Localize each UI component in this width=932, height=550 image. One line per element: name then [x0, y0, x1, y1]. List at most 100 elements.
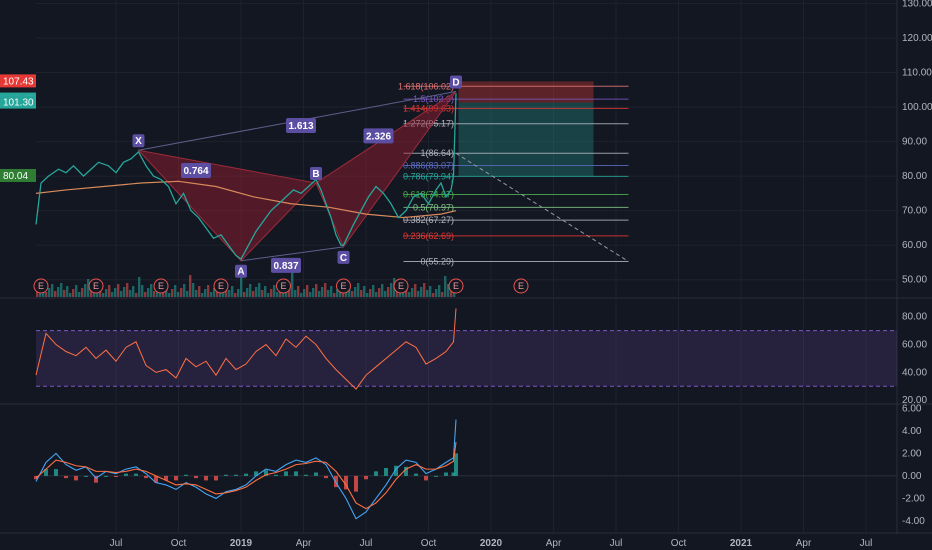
time-axis-label: Jul [360, 538, 373, 549]
volume-bar [297, 286, 300, 297]
volume-bar [375, 292, 378, 297]
earnings-marker-icon [33, 278, 49, 294]
time-axis-label: Apr [546, 538, 562, 549]
volume-bar [369, 289, 372, 297]
time-axis-label: Oct [171, 538, 187, 549]
macd-histogram-bar [451, 472, 456, 476]
volume-bar [408, 292, 411, 297]
earnings-marker-icon [213, 278, 229, 294]
volume-bar [138, 277, 141, 297]
volume-bar [72, 289, 75, 297]
volume-bar [165, 286, 168, 297]
ratio-badge [271, 257, 301, 273]
macd-histogram-bar [154, 475, 158, 483]
volume-bar [378, 288, 381, 297]
fib-level-label: 1.414(99.63) [403, 103, 454, 113]
macd-histogram-bar [404, 466, 408, 476]
ratio-label: 1.613 [288, 121, 313, 132]
volume-bar [303, 289, 306, 297]
ratio-label: 0.837 [273, 261, 298, 272]
volume-bar [270, 289, 273, 297]
ratio-badge [363, 128, 394, 144]
volume-bar [90, 287, 93, 297]
macd-histogram-bar [174, 475, 178, 481]
macd-histogram-bar [434, 475, 438, 477]
volume-bar [255, 287, 258, 297]
earnings-marker-icon [448, 278, 464, 294]
price-badge-label: 101.30 [3, 98, 34, 109]
fib-level-label: 0.886(83.07) [403, 161, 454, 171]
volume-bar [423, 283, 426, 297]
volume-bar [336, 289, 339, 297]
fib-level-label: 0.382(67.27) [403, 215, 454, 225]
time-axis-label: Apr [296, 538, 312, 549]
volume-bar [111, 292, 114, 297]
ratio-label: 2.326 [366, 131, 391, 142]
volume-bar [114, 288, 117, 297]
macd-histogram-bar [44, 469, 48, 476]
volume-bar [276, 292, 279, 297]
volume-bar [87, 279, 90, 297]
volume-bar [150, 284, 153, 297]
macd-histogram-bar [324, 475, 328, 479]
pattern-point-badge [132, 134, 145, 148]
macd-histogram-bar [304, 474, 308, 476]
volume-bar [60, 283, 63, 297]
volume-bar [330, 286, 333, 297]
volume-bar [171, 289, 174, 297]
fib-level-label: 0.236(62.69) [403, 231, 454, 241]
volume-bar [390, 283, 393, 297]
volume-bar [195, 290, 198, 297]
volume-bar [426, 290, 429, 297]
volume-bar [141, 285, 144, 297]
macd-histogram-bar [294, 471, 298, 476]
volume-bar [75, 285, 78, 297]
macd-axis-tick: 2.00 [902, 448, 922, 459]
macd-histogram-bar [274, 474, 278, 476]
volume-bar [204, 289, 207, 297]
fib-level-label: 0.786(79.94) [403, 171, 454, 181]
volume-bar [120, 291, 123, 297]
volume-bar [321, 287, 324, 297]
macd-histogram-bar [374, 471, 378, 476]
volume-bar [123, 287, 126, 297]
earnings-marker-label: E [218, 281, 224, 291]
volume-bar [201, 293, 204, 297]
macd-signal-line [35, 442, 457, 510]
volume-bar [414, 284, 417, 297]
volume-bar [213, 288, 216, 297]
macd-histogram-bar [54, 469, 58, 476]
earnings-marker-label: E [93, 281, 99, 291]
volume-bar [306, 285, 309, 297]
volume-bar [447, 284, 450, 297]
volume-bar [126, 283, 129, 297]
volume-bar [417, 291, 420, 297]
volume-bar [327, 290, 330, 297]
earnings-marker-icon [393, 278, 409, 294]
moving-average-line [35, 180, 457, 219]
volume-bar [360, 290, 363, 297]
fib-level-label: 1.272(95.17) [403, 119, 454, 129]
volume-bar [285, 291, 288, 297]
volume-bar [264, 286, 267, 297]
earnings-marker-label: E [38, 281, 44, 291]
earnings-marker-icon [513, 278, 529, 294]
volume-bar [210, 292, 213, 297]
macd-histogram-bar [444, 472, 448, 476]
time-axis-label: 2021 [730, 538, 753, 549]
volume-bar [84, 284, 87, 297]
volume-bar [309, 292, 312, 297]
macd-axis-tick: -2.00 [902, 493, 925, 504]
pattern-point-badge [235, 264, 247, 278]
price-axis-tick: 120.00 [902, 33, 932, 44]
macd-histogram-bar [184, 474, 188, 476]
volume-bar [54, 291, 57, 297]
volume-bar [51, 284, 54, 297]
volume-bar [441, 292, 444, 297]
macd-histogram-bar [114, 475, 118, 478]
volume-bar [219, 291, 222, 297]
volume-bar [261, 290, 264, 297]
volume-bar [324, 283, 327, 297]
